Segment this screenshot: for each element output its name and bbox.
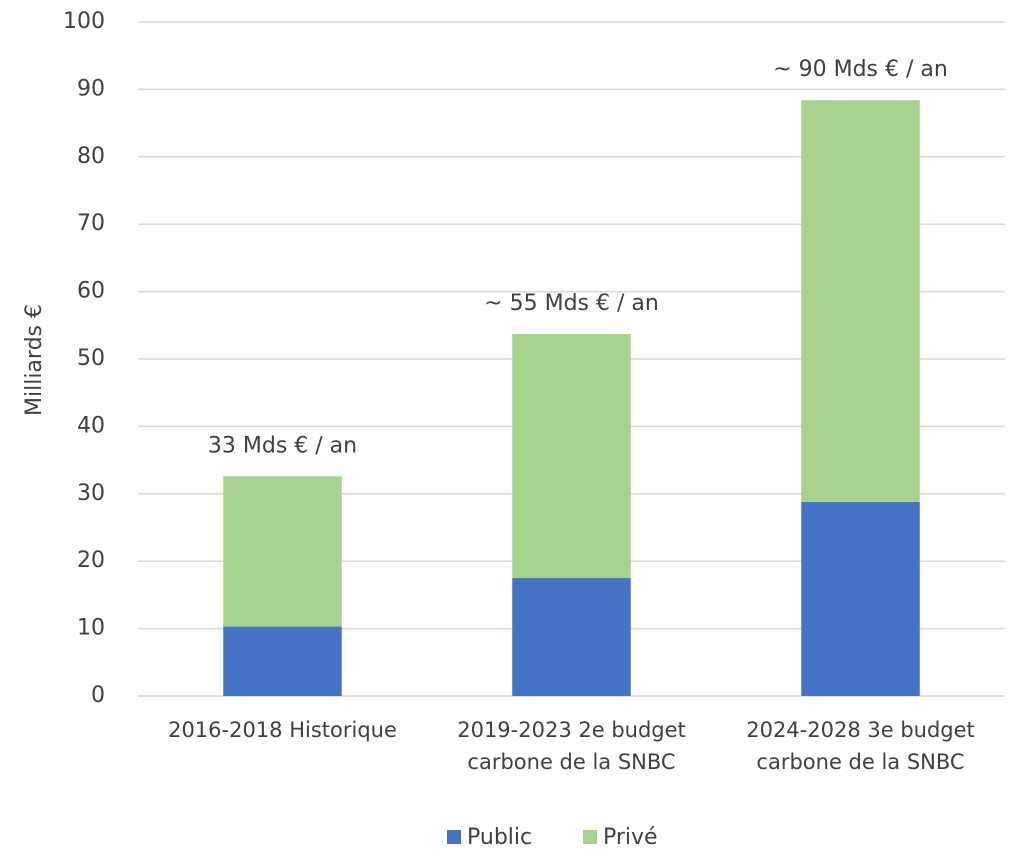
bar-segment: [512, 334, 631, 579]
y-tick-label: 80: [77, 144, 105, 169]
y-tick-label: 70: [77, 211, 105, 236]
x-tick-label: 2016-2018 Historique: [168, 718, 397, 742]
annotation: 33 Mds € / an: [208, 433, 357, 458]
y-tick-label: 20: [77, 548, 105, 573]
bar-segment: [223, 626, 342, 696]
y-tick-label: 60: [77, 279, 105, 304]
legend-label: Public: [467, 825, 532, 850]
y-axis-label: Milliards €: [22, 304, 47, 416]
legend-swatch: [583, 830, 597, 844]
y-tick-label: 30: [77, 481, 105, 506]
x-tick-label: 2024-2028 3e budget carbone de la SNBC: [746, 718, 975, 774]
y-tick-label: 0: [91, 683, 105, 708]
legend-swatch: [447, 830, 461, 844]
y-tick-label: 10: [77, 616, 105, 641]
bar-segment: [801, 100, 920, 502]
y-tick-label: 100: [63, 9, 105, 34]
y-tick-label: 50: [77, 346, 105, 371]
annotation: ~ 90 Mds € / an: [773, 57, 948, 82]
bar-segment: [512, 578, 631, 696]
x-tick-label: 2019-2023 2e budget carbone de la SNBC: [457, 718, 686, 774]
y-tick-label: 40: [77, 413, 105, 438]
y-tick-label: 90: [77, 76, 105, 101]
bar-segment: [801, 501, 920, 696]
legend-label: Privé: [603, 825, 658, 850]
bar-segment: [223, 476, 342, 627]
annotation: ~ 55 Mds € / an: [484, 291, 659, 316]
